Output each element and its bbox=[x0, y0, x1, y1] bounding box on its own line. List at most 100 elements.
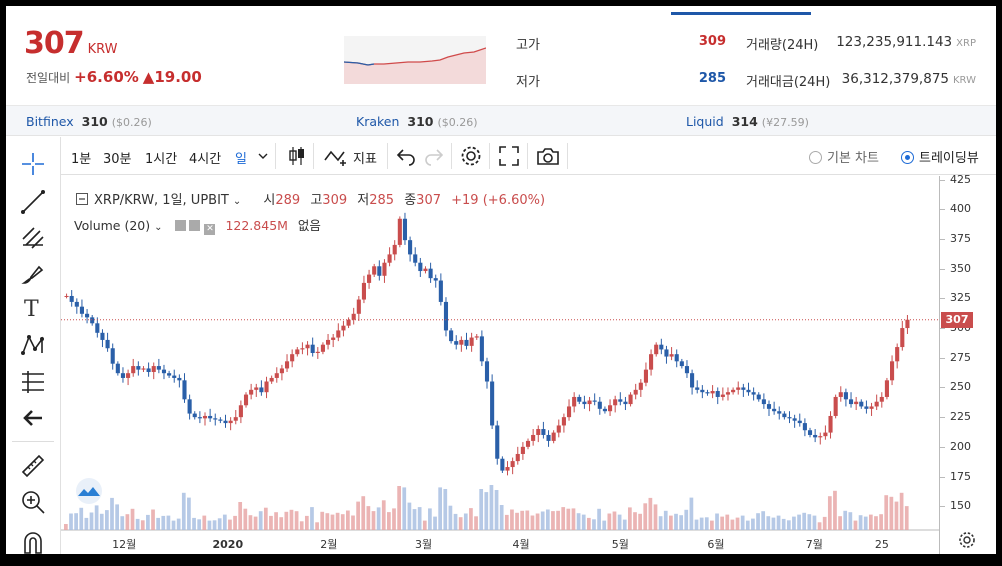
tradingview-radio[interactable]: 트레이딩뷰 bbox=[901, 147, 979, 166]
candle bbox=[761, 399, 766, 405]
volume-bar bbox=[166, 515, 171, 530]
candle bbox=[807, 430, 813, 435]
volume-bar bbox=[740, 515, 745, 530]
volume-study-label[interactable]: Volume (20) bbox=[74, 218, 151, 233]
prediction-icon[interactable] bbox=[20, 369, 46, 395]
volume-24h: 거래량(24H) bbox=[746, 38, 819, 53]
candle bbox=[551, 432, 556, 441]
tradingview-logo-icon[interactable] bbox=[72, 478, 106, 504]
trend-line-icon[interactable] bbox=[20, 189, 46, 215]
volume-bar bbox=[443, 489, 448, 530]
back-arrow-icon[interactable] bbox=[20, 405, 46, 431]
volume-bar bbox=[361, 496, 366, 530]
y-tick-label: 400 bbox=[950, 202, 971, 216]
candle bbox=[264, 381, 269, 393]
candle bbox=[336, 330, 341, 338]
brush-icon[interactable] bbox=[20, 261, 46, 287]
indicator-button[interactable]: 지표 bbox=[353, 152, 377, 167]
price-chart[interactable]: 12월 2020 2월 3월 4월 5월 6월 7월 25 bbox=[61, 176, 939, 554]
exchange-price-row: Bitfinex 310 ($0.26) Kraken 310 ($0.26) Liqu… bbox=[6, 106, 996, 136]
candle bbox=[361, 282, 366, 300]
candle bbox=[259, 387, 264, 393]
camera-icon[interactable] bbox=[535, 144, 561, 168]
chart-settings-icon[interactable] bbox=[957, 530, 977, 550]
ohlc-low: 저285 bbox=[357, 193, 395, 208]
candle bbox=[300, 348, 305, 350]
study-remove-icon[interactable]: ✕ bbox=[204, 224, 216, 235]
volume-bar bbox=[535, 513, 540, 530]
candle bbox=[90, 317, 95, 324]
volume-bar bbox=[597, 508, 601, 530]
volume-bar bbox=[269, 515, 273, 530]
candle bbox=[269, 377, 274, 382]
exchange-kraken[interactable]: Kraken 310 ($0.26) bbox=[356, 114, 478, 129]
volume-bar bbox=[802, 512, 807, 530]
ruler-icon[interactable] bbox=[20, 453, 46, 479]
interval-day[interactable]: 일 bbox=[235, 152, 247, 167]
collapse-legend-icon[interactable] bbox=[76, 193, 88, 205]
ohlc-high: 고309 bbox=[310, 193, 348, 208]
volume-bar bbox=[607, 513, 612, 530]
volume-bar bbox=[525, 510, 530, 530]
study-visibility-icon[interactable] bbox=[174, 220, 186, 231]
basic-chart-radio[interactable]: 기본 차트 bbox=[809, 147, 879, 166]
crosshair-icon[interactable] bbox=[20, 151, 46, 177]
daily-change: 전일대비 +6.60% ▲19.00 bbox=[26, 68, 202, 86]
volume-bar bbox=[520, 510, 525, 530]
candle bbox=[459, 339, 464, 345]
volume-bar bbox=[140, 520, 145, 530]
volume-bar bbox=[720, 516, 725, 530]
exchange-bitfinex[interactable]: Bitfinex 310 ($0.26) bbox=[26, 114, 152, 129]
interval-1h[interactable]: 1시간 bbox=[145, 152, 178, 167]
volume-bar bbox=[84, 517, 89, 530]
candle bbox=[131, 366, 136, 374]
candle bbox=[659, 344, 664, 350]
candle bbox=[597, 401, 602, 409]
candle bbox=[443, 301, 449, 331]
candle bbox=[356, 299, 361, 314]
pattern-icon[interactable] bbox=[20, 333, 46, 359]
volume-bar bbox=[289, 509, 294, 530]
settings-icon[interactable] bbox=[459, 144, 483, 168]
exchange-liquid[interactable]: Liquid 314 (¥27.59) bbox=[686, 114, 809, 129]
volume-bar bbox=[428, 508, 432, 530]
candle bbox=[823, 432, 828, 437]
pitchfork-icon[interactable] bbox=[20, 225, 46, 251]
interval-1m[interactable]: 1분 bbox=[71, 152, 92, 167]
volume-bar bbox=[176, 518, 181, 530]
volume-bar bbox=[320, 511, 325, 530]
magnet-icon[interactable] bbox=[20, 529, 46, 554]
volume-bar bbox=[730, 519, 735, 530]
candle-type-icon[interactable] bbox=[287, 144, 307, 168]
text-tool-icon[interactable]: T bbox=[24, 297, 39, 322]
candle bbox=[274, 373, 279, 378]
candle bbox=[402, 218, 408, 241]
volume-bar bbox=[827, 496, 832, 530]
volume-bar bbox=[792, 516, 796, 530]
volume-bar bbox=[648, 497, 653, 530]
candle bbox=[228, 420, 233, 424]
study-settings-icon[interactable] bbox=[189, 220, 201, 231]
interval-4h[interactable]: 4시간 bbox=[189, 152, 222, 167]
indicator-icon[interactable] bbox=[323, 144, 351, 168]
candle bbox=[905, 319, 910, 329]
symbol-dropdown-icon[interactable]: ⌄ bbox=[232, 196, 242, 207]
undo-icon[interactable] bbox=[395, 144, 417, 168]
candle bbox=[223, 420, 228, 424]
volume-bar bbox=[151, 509, 155, 530]
redo-icon[interactable] bbox=[423, 144, 445, 168]
sidebar-divider bbox=[12, 441, 54, 442]
volume-bar bbox=[64, 524, 68, 530]
symbol-label[interactable]: XRP/KRW, 1일, UPBIT bbox=[94, 193, 229, 208]
candle bbox=[731, 389, 736, 393]
candle bbox=[843, 392, 848, 400]
interval-30m[interactable]: 30분 bbox=[103, 152, 132, 167]
fullscreen-icon[interactable] bbox=[497, 144, 521, 168]
zoom-in-icon[interactable] bbox=[20, 489, 46, 515]
volume-bar bbox=[838, 516, 842, 530]
candle bbox=[408, 240, 413, 255]
candle bbox=[777, 411, 782, 414]
volume-bar bbox=[207, 520, 212, 530]
candle bbox=[64, 295, 69, 297]
chevron-down-icon[interactable] bbox=[257, 150, 269, 162]
